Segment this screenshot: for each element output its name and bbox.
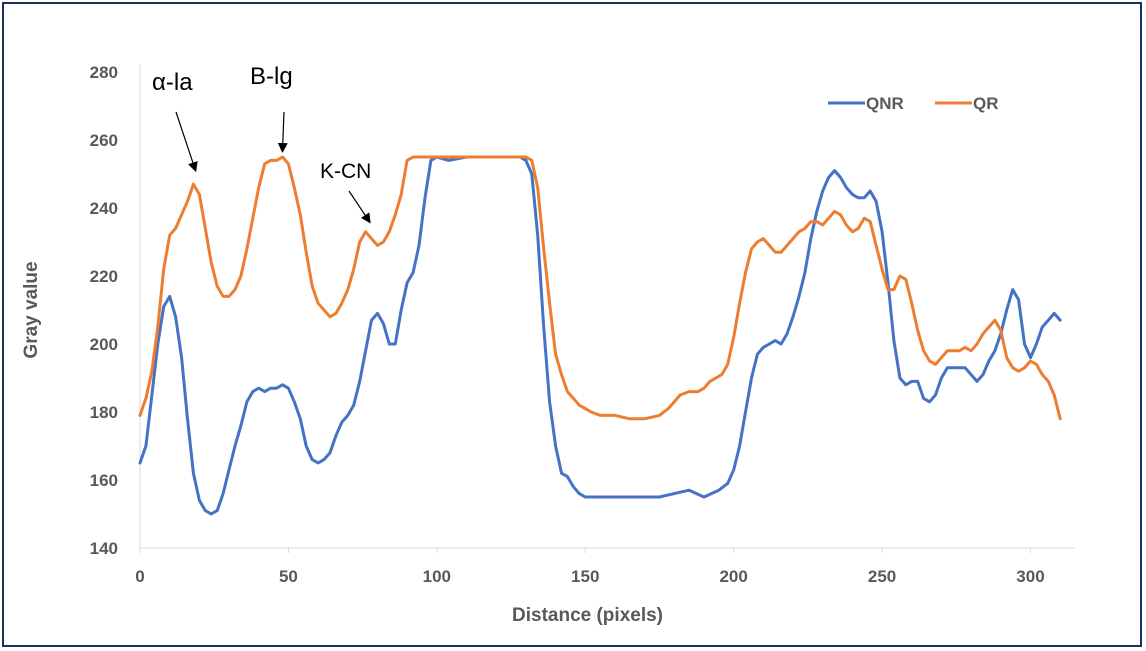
- y-tick-label: 180: [90, 403, 118, 422]
- y-tick-label: 260: [90, 131, 118, 150]
- y-tick-label: 240: [90, 199, 118, 218]
- y-tick-label: 220: [90, 267, 118, 286]
- y-tick-label: 140: [90, 539, 118, 558]
- annotation-arrow: [277, 111, 288, 153]
- series-line-qnr: [138, 155, 1062, 516]
- annotation-arrow: [175, 111, 198, 173]
- x-tick-label: 0: [135, 567, 144, 586]
- legend-label-qnr: QNR: [866, 94, 904, 113]
- series-line-qr: [138, 155, 1062, 421]
- x-tick-label: 250: [868, 567, 896, 586]
- annotation-label: B-lg: [250, 63, 293, 90]
- annotations: α-la B-lg K-CN: [152, 63, 371, 224]
- y-tick-label: 280: [90, 63, 118, 82]
- annotation-label: K-CN: [320, 160, 371, 183]
- y-tick-label: 160: [90, 471, 118, 490]
- annotation-label: α-la: [152, 69, 193, 96]
- x-tick-label: 50: [279, 567, 298, 586]
- axes: 140 160 180 200 220 240 260 280 0 50 100 150 200 250 3…: [21, 63, 1075, 626]
- x-tick-label: 200: [719, 567, 747, 586]
- x-tick-label: 100: [423, 567, 451, 586]
- annotation-arrow: [348, 190, 371, 224]
- y-axis-title: Gray value: [21, 261, 42, 358]
- x-tick-label: 300: [1016, 567, 1044, 586]
- y-tick-label: 200: [90, 335, 118, 354]
- x-tick-label: 150: [571, 567, 599, 586]
- legend-label-qr: QR: [973, 94, 999, 113]
- x-axis-title: Distance (pixels): [512, 605, 663, 626]
- series-lines: [138, 155, 1062, 516]
- legend: QNR QR: [828, 94, 999, 113]
